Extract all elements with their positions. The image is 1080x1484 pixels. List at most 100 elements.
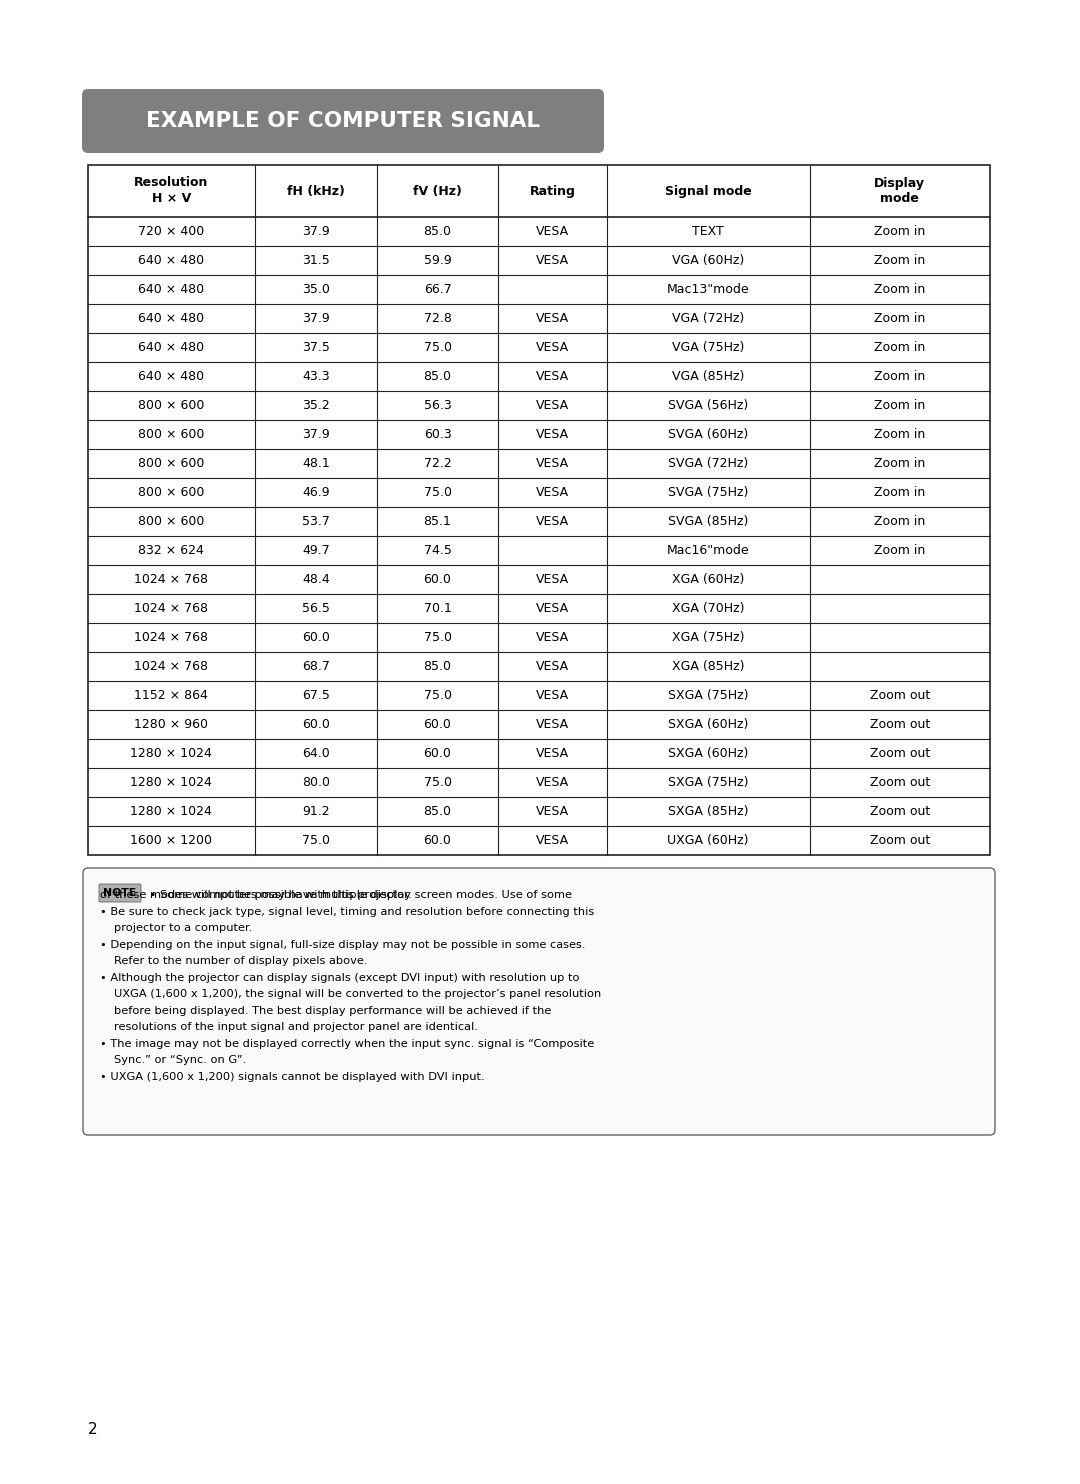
Text: Zoom in: Zoom in bbox=[874, 283, 926, 295]
Text: 35.0: 35.0 bbox=[301, 283, 329, 295]
Text: VGA (72Hz): VGA (72Hz) bbox=[672, 312, 744, 325]
Text: VESA: VESA bbox=[536, 573, 569, 586]
Text: SVGA (85Hz): SVGA (85Hz) bbox=[667, 515, 748, 528]
FancyBboxPatch shape bbox=[99, 884, 141, 902]
Text: 800 × 600: 800 × 600 bbox=[138, 399, 204, 413]
Text: SXGA (75Hz): SXGA (75Hz) bbox=[667, 689, 748, 702]
Text: 91.2: 91.2 bbox=[302, 804, 329, 818]
Text: 75.0: 75.0 bbox=[423, 631, 451, 644]
Text: 43.3: 43.3 bbox=[302, 370, 329, 383]
Text: Mac13"mode: Mac13"mode bbox=[666, 283, 750, 295]
Text: XGA (75Hz): XGA (75Hz) bbox=[672, 631, 744, 644]
Text: Zoom in: Zoom in bbox=[874, 545, 926, 556]
Text: 49.7: 49.7 bbox=[302, 545, 329, 556]
Text: • Be sure to check jack type, signal level, timing and resolution before connect: • Be sure to check jack type, signal lev… bbox=[100, 907, 594, 917]
Text: VESA: VESA bbox=[536, 660, 569, 674]
Text: 640 × 480: 640 × 480 bbox=[138, 254, 204, 267]
Text: EXAMPLE OF COMPUTER SIGNAL: EXAMPLE OF COMPUTER SIGNAL bbox=[146, 111, 540, 131]
Text: Zoom in: Zoom in bbox=[874, 341, 926, 355]
Text: 720 × 400: 720 × 400 bbox=[138, 226, 204, 237]
Text: 1024 × 768: 1024 × 768 bbox=[134, 631, 208, 644]
Text: Signal mode: Signal mode bbox=[665, 184, 752, 197]
Text: 640 × 480: 640 × 480 bbox=[138, 370, 204, 383]
Text: VESA: VESA bbox=[536, 746, 569, 760]
Text: Zoom in: Zoom in bbox=[874, 515, 926, 528]
Text: VESA: VESA bbox=[536, 312, 569, 325]
Text: SVGA (72Hz): SVGA (72Hz) bbox=[669, 457, 748, 470]
Text: 53.7: 53.7 bbox=[301, 515, 329, 528]
Text: SVGA (56Hz): SVGA (56Hz) bbox=[669, 399, 748, 413]
Text: VESA: VESA bbox=[536, 515, 569, 528]
Text: Zoom in: Zoom in bbox=[874, 399, 926, 413]
Text: 68.7: 68.7 bbox=[301, 660, 329, 674]
Text: • Some computers may have multiple display screen modes. Use of some: • Some computers may have multiple displ… bbox=[146, 890, 572, 899]
Text: VESA: VESA bbox=[536, 834, 569, 847]
Text: 85.0: 85.0 bbox=[423, 226, 451, 237]
Text: NOTE: NOTE bbox=[104, 887, 136, 898]
Text: VESA: VESA bbox=[536, 804, 569, 818]
Text: fH (kHz): fH (kHz) bbox=[287, 184, 345, 197]
Text: 85.0: 85.0 bbox=[423, 370, 451, 383]
Text: 75.0: 75.0 bbox=[423, 689, 451, 702]
Text: XGA (60Hz): XGA (60Hz) bbox=[672, 573, 744, 586]
Text: VESA: VESA bbox=[536, 485, 569, 499]
Text: VESA: VESA bbox=[536, 776, 569, 789]
Text: VESA: VESA bbox=[536, 254, 569, 267]
Text: 800 × 600: 800 × 600 bbox=[138, 515, 204, 528]
FancyBboxPatch shape bbox=[83, 868, 995, 1135]
Text: VESA: VESA bbox=[536, 341, 569, 355]
Text: SVGA (60Hz): SVGA (60Hz) bbox=[669, 427, 748, 441]
Text: Zoom in: Zoom in bbox=[874, 485, 926, 499]
Text: resolutions of the input signal and projector panel are identical.: resolutions of the input signal and proj… bbox=[114, 1022, 477, 1033]
Text: 37.9: 37.9 bbox=[302, 312, 329, 325]
Text: SXGA (60Hz): SXGA (60Hz) bbox=[667, 746, 748, 760]
Text: 1152 × 864: 1152 × 864 bbox=[135, 689, 208, 702]
Text: SXGA (85Hz): SXGA (85Hz) bbox=[667, 804, 748, 818]
Text: • Although the projector can display signals (except DVI input) with resolution : • Although the projector can display sig… bbox=[100, 972, 580, 982]
Text: VESA: VESA bbox=[536, 427, 569, 441]
Text: VESA: VESA bbox=[536, 689, 569, 702]
Text: VESA: VESA bbox=[536, 457, 569, 470]
Text: VESA: VESA bbox=[536, 718, 569, 732]
Text: 60.0: 60.0 bbox=[301, 631, 329, 644]
Text: VESA: VESA bbox=[536, 226, 569, 237]
Text: Sync.” or “Sync. on G”.: Sync.” or “Sync. on G”. bbox=[114, 1055, 246, 1066]
Text: • The image may not be displayed correctly when the input sync. signal is “Compo: • The image may not be displayed correct… bbox=[100, 1039, 594, 1049]
Text: Zoom in: Zoom in bbox=[874, 312, 926, 325]
Text: 48.1: 48.1 bbox=[302, 457, 329, 470]
Text: VGA (85Hz): VGA (85Hz) bbox=[672, 370, 744, 383]
Text: Zoom out: Zoom out bbox=[869, 804, 930, 818]
Text: VESA: VESA bbox=[536, 603, 569, 614]
Text: 37.9: 37.9 bbox=[302, 226, 329, 237]
Text: 1280 × 1024: 1280 × 1024 bbox=[131, 776, 213, 789]
Text: Rating: Rating bbox=[529, 184, 576, 197]
Text: Resolution
H × V: Resolution H × V bbox=[134, 177, 208, 205]
Text: 60.0: 60.0 bbox=[301, 718, 329, 732]
Text: Zoom in: Zoom in bbox=[874, 226, 926, 237]
Text: SXGA (60Hz): SXGA (60Hz) bbox=[667, 718, 748, 732]
Text: VESA: VESA bbox=[536, 631, 569, 644]
Text: Zoom out: Zoom out bbox=[869, 746, 930, 760]
Text: fV (Hz): fV (Hz) bbox=[413, 184, 462, 197]
Text: 80.0: 80.0 bbox=[301, 776, 329, 789]
Text: 31.5: 31.5 bbox=[302, 254, 329, 267]
Text: 800 × 600: 800 × 600 bbox=[138, 485, 204, 499]
Text: 1024 × 768: 1024 × 768 bbox=[134, 573, 208, 586]
Text: • UXGA (1,600 x 1,200) signals cannot be displayed with DVI input.: • UXGA (1,600 x 1,200) signals cannot be… bbox=[100, 1071, 485, 1082]
Text: UXGA (1,600 x 1,200), the signal will be converted to the projector’s panel reso: UXGA (1,600 x 1,200), the signal will be… bbox=[114, 990, 602, 999]
Text: 60.0: 60.0 bbox=[423, 746, 451, 760]
Text: 46.9: 46.9 bbox=[302, 485, 329, 499]
Text: 67.5: 67.5 bbox=[301, 689, 329, 702]
Text: 800 × 600: 800 × 600 bbox=[138, 457, 204, 470]
Text: • Depending on the input signal, full-size display may not be possible in some c: • Depending on the input signal, full-si… bbox=[100, 939, 585, 950]
Text: 2: 2 bbox=[87, 1422, 97, 1437]
FancyBboxPatch shape bbox=[82, 89, 604, 153]
Text: Zoom in: Zoom in bbox=[874, 254, 926, 267]
Text: 832 × 624: 832 × 624 bbox=[138, 545, 204, 556]
Text: 37.5: 37.5 bbox=[301, 341, 329, 355]
Text: before being displayed. The best display performance will be achieved if the: before being displayed. The best display… bbox=[114, 1006, 552, 1015]
Text: VESA: VESA bbox=[536, 370, 569, 383]
Text: Zoom in: Zoom in bbox=[874, 427, 926, 441]
Text: SXGA (75Hz): SXGA (75Hz) bbox=[667, 776, 748, 789]
Text: Zoom out: Zoom out bbox=[869, 834, 930, 847]
